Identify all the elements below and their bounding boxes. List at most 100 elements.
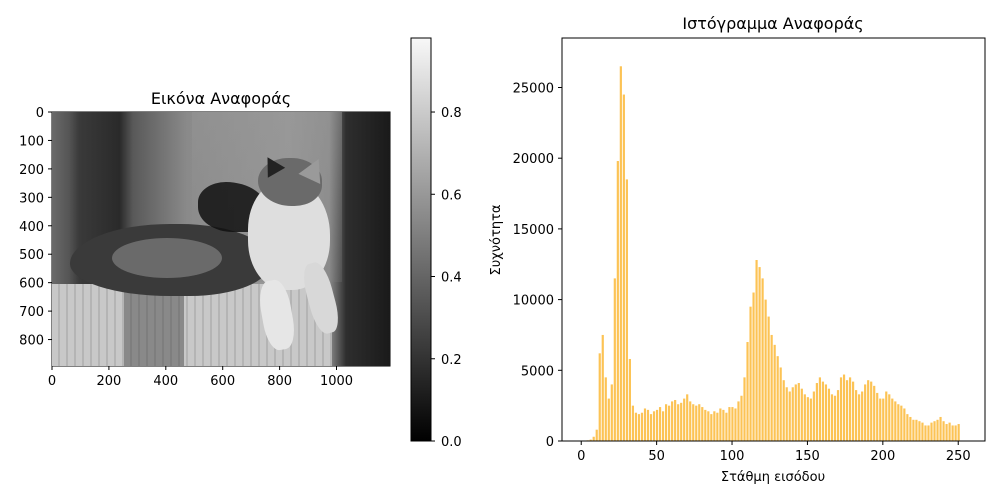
histogram-bar — [779, 367, 782, 441]
histogram-bar — [625, 179, 628, 441]
histogram-bar — [725, 412, 728, 441]
histogram-bar — [773, 344, 776, 441]
histogram-bar — [643, 408, 647, 441]
histogram-bar — [906, 414, 909, 441]
histogram-bar — [652, 411, 656, 441]
histogram-bar — [882, 398, 885, 441]
image-y-tick-label: 300 — [19, 191, 44, 206]
histogram-bar — [954, 425, 957, 441]
image-y-tick-label: 200 — [19, 163, 44, 178]
histogram-bar — [761, 278, 764, 441]
colorbar-tick-label: 0.2 — [441, 353, 462, 368]
histogram-bar — [628, 358, 631, 441]
histogram-bar — [879, 398, 882, 441]
histogram-bar — [836, 390, 840, 441]
histogram-bar — [767, 316, 770, 441]
histogram-bar — [710, 414, 713, 441]
histogram-bar — [661, 411, 665, 441]
histogram-bar — [930, 422, 933, 441]
histogram-bar — [815, 383, 818, 441]
image-y-tick-label: 0 — [36, 106, 44, 121]
histogram-x-tick-label: 250 — [946, 449, 971, 464]
histogram-x-tick-label: 0 — [577, 449, 585, 464]
histogram-bar — [716, 412, 719, 441]
histogram-bar — [701, 407, 704, 441]
histogram-bar — [803, 394, 806, 441]
histogram-bar — [897, 404, 900, 441]
image-x-tick-label: 600 — [210, 374, 235, 389]
histogram-bar — [604, 377, 607, 441]
histogram-bar — [613, 278, 616, 441]
histogram-bar — [752, 292, 755, 441]
image-y-ticks: 0 100 200 300 400 500 600 700 800 — [19, 106, 52, 349]
histogram-bar — [677, 404, 680, 441]
histogram-bar — [839, 377, 843, 441]
histogram-bar — [610, 384, 613, 441]
histogram-bar — [689, 401, 692, 441]
histogram-bar — [622, 94, 625, 441]
histogram-bar — [900, 405, 903, 441]
histogram-y-tick-label: 5000 — [521, 364, 554, 379]
image-y-tick-label: 100 — [19, 134, 44, 149]
histogram-bar — [649, 414, 653, 441]
histogram-bar — [740, 395, 743, 441]
histogram-bar — [749, 306, 752, 441]
histogram-bar — [827, 388, 831, 441]
reference-image — [52, 112, 390, 366]
histogram-bar — [601, 334, 604, 441]
histogram-bar — [658, 407, 662, 441]
histogram-bar — [794, 384, 797, 441]
histogram-x-tick-label: 200 — [870, 449, 895, 464]
histogram-bar — [664, 404, 668, 441]
colorbar-gradient — [410, 37, 432, 442]
histogram-bar — [746, 342, 749, 441]
histogram-bar — [671, 401, 674, 441]
image-y-tick-label: 500 — [19, 248, 44, 263]
histogram-bar — [942, 421, 945, 441]
histogram-bar — [830, 394, 834, 441]
histogram-bar — [592, 436, 595, 441]
histogram-frame — [561, 37, 986, 442]
histogram-bar — [616, 161, 619, 441]
histogram-bar — [833, 395, 837, 441]
colorbar: 0.0 0.2 0.4 0.6 0.8 — [410, 37, 462, 450]
histogram-bar — [918, 421, 921, 441]
histogram-bar — [707, 411, 710, 441]
histogram-bar — [619, 66, 622, 441]
histogram-bar — [607, 398, 610, 441]
histogram-bar — [864, 384, 867, 441]
histogram-bar — [598, 353, 601, 441]
image-x-tick-label: 400 — [153, 374, 178, 389]
histogram-bar — [640, 412, 644, 441]
histogram-bar — [821, 381, 825, 441]
histogram-bar — [888, 394, 891, 441]
histogram-bar — [939, 416, 942, 441]
histogram-bar — [800, 388, 803, 441]
histogram-x-tick-label: 150 — [795, 449, 820, 464]
colorbar-tick-label: 0.6 — [441, 188, 462, 203]
histogram-bar — [797, 383, 800, 441]
histogram-bar — [921, 422, 924, 441]
histogram-bar — [674, 399, 677, 441]
image-x-tick-label: 200 — [96, 374, 121, 389]
image-title: Εικόνα Αναφοράς — [151, 89, 291, 108]
histogram-bar — [818, 377, 822, 441]
histogram-bar — [842, 374, 846, 441]
histogram-y-tick-label: 20000 — [513, 152, 554, 167]
histogram-bar — [791, 387, 794, 441]
histogram-bar — [936, 419, 939, 441]
image-x-tick-label: 0 — [48, 374, 56, 389]
colorbar-tick-label: 0.8 — [441, 106, 462, 121]
histogram-bar — [637, 414, 641, 441]
histogram-bar — [912, 419, 915, 441]
image-y-tick-label: 700 — [19, 305, 44, 320]
histogram-bar — [695, 405, 698, 441]
photo-sofa-shadow — [124, 290, 184, 366]
histogram-x-tick-label: 100 — [720, 449, 745, 464]
histogram-bar — [776, 356, 779, 441]
y-axis-label: Συχνότητα — [489, 205, 504, 276]
image-y-tick-label: 800 — [19, 334, 44, 349]
image-x-ticks: 0 200 400 600 800 1000 — [48, 366, 353, 389]
histogram-bar — [845, 380, 849, 441]
